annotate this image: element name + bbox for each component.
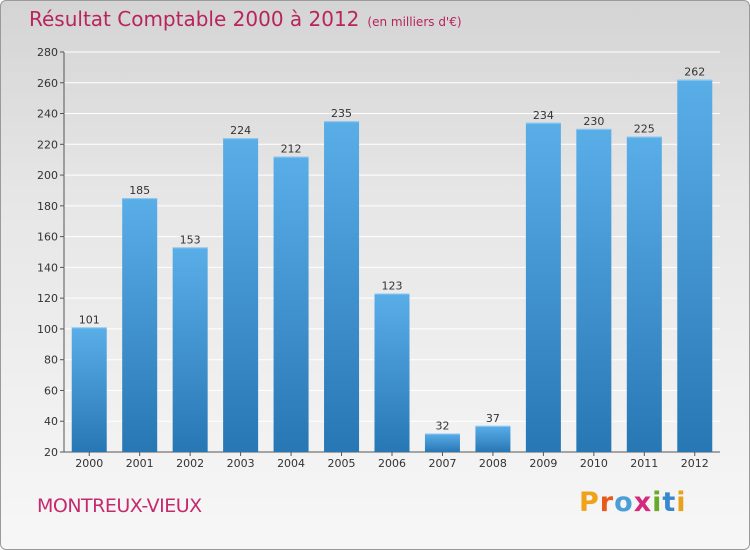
x-tick-label: 2004 [277, 457, 305, 470]
data-label: 101 [79, 313, 100, 326]
chart-title: Résultat Comptable 2000 à 2012 (en millie… [29, 7, 462, 31]
bar-2002 [172, 247, 208, 452]
y-tick-label: 280 [37, 46, 58, 59]
logo-letter: i [652, 487, 663, 518]
x-tick-label: 2003 [227, 457, 255, 470]
title-text: Résultat Comptable 2000 à 2012 [29, 7, 360, 31]
bar-2004 [273, 156, 309, 452]
x-tick-label: 2005 [328, 457, 356, 470]
bar-2006 [374, 293, 410, 452]
logo-letter: r [599, 487, 615, 518]
bar-2009 [525, 122, 561, 453]
data-label: 185 [129, 184, 150, 197]
data-label: 123 [382, 280, 403, 293]
proxiti-logo[interactable]: Proxiti [579, 487, 687, 518]
data-label: 37 [486, 412, 500, 425]
logo-letter: i [676, 487, 687, 518]
x-tick-label: 2010 [580, 457, 608, 470]
bar-2000 [71, 327, 107, 452]
y-tick-label: 40 [44, 415, 58, 428]
y-tick-label: 60 [44, 384, 58, 397]
y-tick-label: 180 [37, 200, 58, 213]
data-label: 225 [634, 123, 655, 136]
y-tick-label: 240 [37, 108, 58, 121]
bar-2010 [576, 128, 612, 452]
y-tick-label: 220 [37, 138, 58, 151]
x-tick-label: 2000 [75, 457, 103, 470]
y-tick-label: 140 [37, 261, 58, 274]
bar-2008 [475, 425, 511, 452]
x-tick-label: 2012 [681, 457, 709, 470]
data-label: 234 [533, 109, 554, 122]
labels: 20 40 60 80 100 120 140 160 180 200 220 240 260 280 10… [37, 46, 709, 470]
y-tick-label: 120 [37, 292, 58, 305]
y-tick-label: 260 [37, 77, 58, 90]
y-tick-label: 100 [37, 323, 58, 336]
data-label: 212 [281, 143, 302, 156]
x-tick-label: 2008 [479, 457, 507, 470]
data-label: 230 [583, 115, 604, 128]
logo-letter: o [614, 487, 634, 518]
bars [71, 79, 713, 453]
bar-2007 [424, 433, 460, 452]
y-tick-label: 200 [37, 169, 58, 182]
x-tick-label: 2002 [176, 457, 204, 470]
x-tick-label: 2006 [378, 457, 406, 470]
data-label: 262 [684, 66, 705, 79]
y-tick-label: 160 [37, 231, 58, 244]
x-tick-label: 2011 [630, 457, 658, 470]
y-tick-label: 20 [44, 446, 58, 459]
bar-2003 [223, 138, 259, 452]
bar-2012 [677, 79, 713, 452]
y-tick-label: 80 [44, 354, 58, 367]
data-label: 235 [331, 107, 352, 120]
x-tick-label: 2007 [428, 457, 456, 470]
town-name: MONTREUX-VIEUX [37, 495, 202, 517]
bar-2005 [324, 121, 360, 452]
x-tick-label: 2001 [126, 457, 154, 470]
unit-label: (en milliers d'€) [367, 15, 462, 29]
data-label: 32 [435, 420, 449, 433]
logo-letter: x [633, 487, 653, 518]
bar-2011 [626, 136, 662, 452]
data-label: 153 [180, 233, 201, 246]
logo-letter: P [579, 487, 600, 518]
x-tick-label: 2009 [529, 457, 557, 470]
bar-2001 [122, 198, 158, 452]
logo-letter: t [662, 487, 677, 518]
data-label: 224 [230, 124, 251, 137]
